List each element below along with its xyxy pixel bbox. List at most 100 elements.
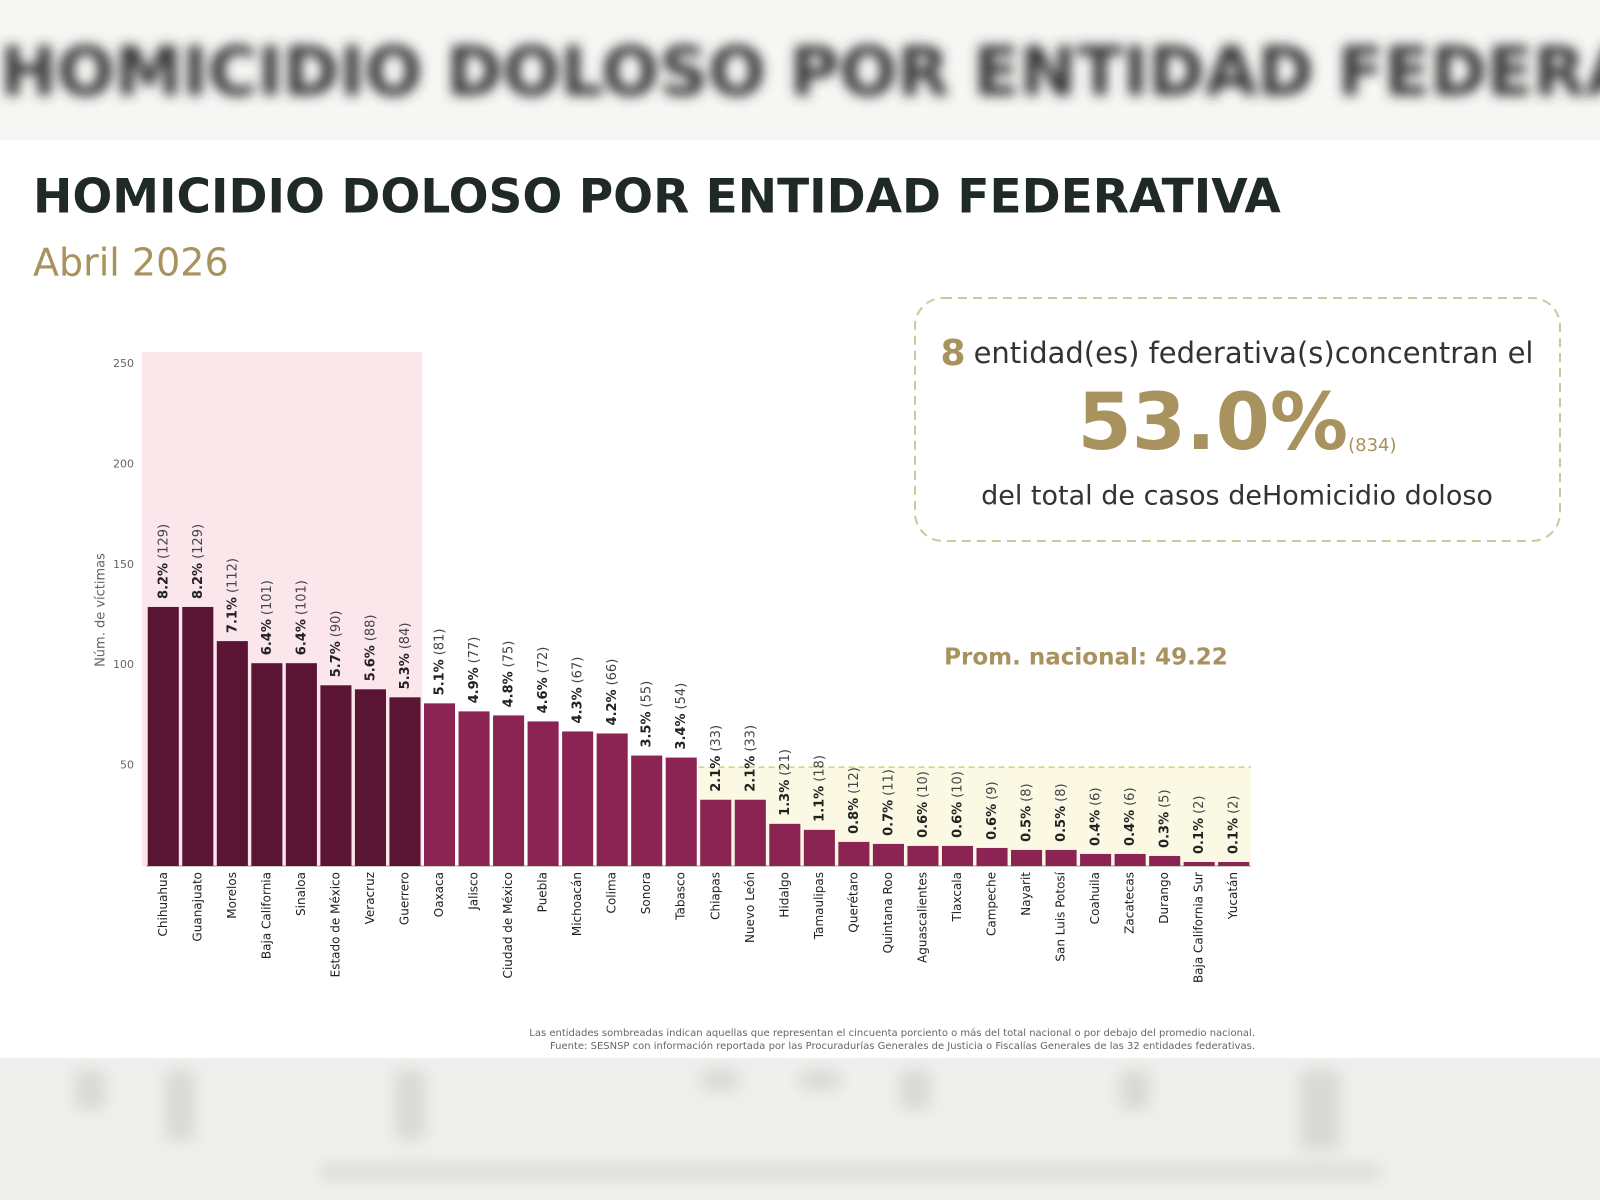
count-label: (8): [1054, 783, 1069, 801]
share-label: 0.4%: [1088, 810, 1103, 846]
bar: [147, 606, 179, 866]
data-label: 4.9% (77): [467, 637, 482, 704]
share-label: 8.2%: [190, 563, 205, 599]
data-label: 2.1% (33): [743, 725, 758, 792]
bar: [285, 663, 317, 866]
count-label: (10): [950, 771, 965, 798]
x-tick-label: Oaxaca: [432, 872, 446, 917]
count-label: (129): [190, 524, 205, 559]
bar: [354, 689, 386, 866]
share-label: 4.2%: [605, 689, 620, 725]
count-label: (10): [915, 771, 930, 798]
x-tick-label: Jalisco: [467, 872, 481, 911]
x-tick-label: Tlaxcala: [950, 872, 964, 923]
data-label: 4.2% (66): [605, 659, 620, 726]
data-label: 8.2% (129): [156, 524, 171, 599]
count-label: (75): [501, 641, 516, 668]
bar: [527, 721, 559, 866]
summary-count: 8: [941, 333, 966, 374]
x-tick-label: Guerrero: [397, 872, 411, 925]
share-label: 2.1%: [708, 756, 723, 792]
bar: [562, 731, 594, 866]
data-label: 4.3% (67): [570, 657, 585, 724]
bar: [907, 845, 939, 866]
bar: [1218, 861, 1250, 866]
share-label: 0.6%: [985, 804, 1000, 840]
blurred-title: HOMICIDIO DOLOSO POR ENTIDAD FEDERATIVA: [0, 33, 1600, 112]
count-label: (90): [328, 611, 343, 638]
y-tick-label: 150: [113, 558, 134, 571]
count-label: (77): [467, 637, 482, 664]
data-label: 0.4% (6): [1123, 787, 1138, 845]
bar: [458, 711, 490, 866]
bar: [1149, 855, 1181, 866]
bar: [700, 799, 732, 866]
x-tick-label: Baja California Sur: [1192, 872, 1206, 983]
y-tick-label: 100: [113, 658, 134, 671]
bar: [941, 845, 974, 866]
count-label: (5): [1157, 789, 1172, 807]
share-label: 0.1%: [1192, 818, 1207, 854]
bar: [216, 641, 248, 866]
y-axis-label: Núm. de víctimas: [94, 553, 109, 667]
data-label: 4.6% (72): [536, 647, 551, 714]
share-label: 0.1%: [1226, 818, 1241, 854]
chart-title: HOMICIDIO DOLOSO POR ENTIDAD FEDERATIVA: [33, 170, 1281, 225]
share-label: 4.6%: [536, 677, 551, 713]
x-tick-label: Guanajuato: [190, 872, 204, 942]
share-label: 8.2%: [156, 563, 171, 599]
data-label: 5.3% (84): [397, 623, 412, 690]
x-tick-label: Coahuila: [1088, 872, 1102, 924]
share-label: 0.4%: [1123, 810, 1138, 846]
x-tick-label: Tabasco: [674, 872, 688, 921]
bar: [1011, 849, 1043, 866]
data-label: 0.7% (11): [881, 769, 896, 836]
x-tick-label: Hidalgo: [777, 872, 791, 918]
share-label: 0.6%: [950, 802, 965, 838]
data-label: 0.6% (10): [915, 771, 930, 838]
count-label: (54): [674, 683, 689, 710]
count-label: (129): [156, 524, 171, 559]
bar: [251, 663, 283, 866]
average-label: Prom. nacional: 49.22: [944, 645, 1228, 671]
share-label: 4.9%: [467, 667, 482, 703]
data-label: 1.1% (18): [812, 755, 827, 822]
bar: [769, 823, 801, 866]
x-tick-label: Michoacán: [570, 872, 584, 936]
x-tick-label: Campeche: [985, 872, 999, 936]
bar: [493, 715, 525, 866]
x-tick-label: Querétaro: [846, 872, 860, 933]
share-label: 0.6%: [915, 802, 930, 838]
x-tick-label: Estado de México: [328, 872, 342, 977]
share-label: 0.8%: [846, 798, 861, 834]
share-label: 1.1%: [812, 786, 827, 822]
count-label: (6): [1088, 787, 1103, 805]
summary-line: 8 entidad(es) federativa(s)concentran el: [941, 333, 1534, 374]
x-tick-label: Chiapas: [708, 872, 722, 920]
count-label: (33): [708, 725, 723, 752]
x-tick-label: Baja California: [259, 872, 273, 959]
count-label: (11): [881, 769, 896, 796]
count-label: (67): [570, 657, 585, 684]
count-label: (84): [397, 623, 412, 650]
share-label: 4.8%: [501, 671, 516, 707]
bar: [423, 703, 456, 866]
share-label: 2.1%: [743, 756, 758, 792]
share-label: 0.3%: [1157, 812, 1172, 848]
count-label: (33): [743, 725, 758, 752]
x-tick-label: Ciudad de México: [501, 872, 515, 978]
summary-box: [914, 297, 1561, 542]
data-label: 5.7% (90): [328, 611, 343, 678]
share-label: 7.1%: [225, 597, 240, 633]
count-label: (66): [605, 659, 620, 686]
share-label: 0.7%: [881, 800, 896, 836]
bar: [389, 697, 421, 866]
share-label: 1.3%: [777, 780, 792, 816]
y-tick-label: 250: [113, 357, 134, 370]
bar: [631, 755, 663, 866]
count-label: (112): [225, 558, 240, 593]
count-label: (2): [1192, 795, 1207, 813]
data-label: 8.2% (129): [190, 524, 205, 599]
